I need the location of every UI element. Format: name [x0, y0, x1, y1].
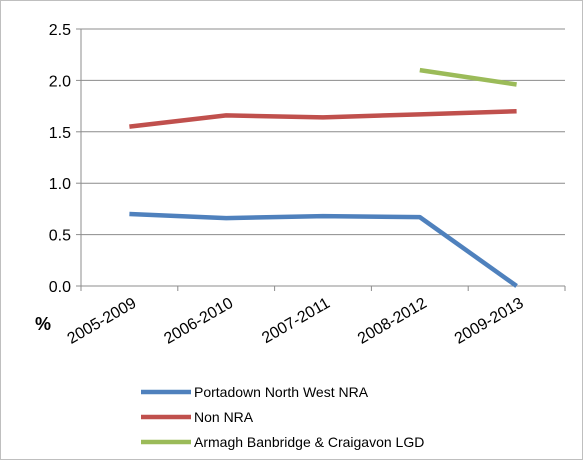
y-tick-label: 1.5	[49, 125, 71, 142]
legend: Portadown North West NRA Non NRA Armagh Ba…	[141, 384, 424, 450]
x-tick-label: 2009-2013	[452, 295, 527, 348]
legend-label: Non NRA	[194, 409, 254, 425]
unit-label: %	[35, 314, 51, 334]
y-tick-label: 1.0	[49, 176, 71, 193]
axes	[76, 28, 566, 291]
x-tick-label: 2006-2010	[161, 295, 236, 348]
y-tick-labels: 0.0 0.5 1.0 1.5 2.0 2.5	[49, 22, 71, 296]
y-tick-label: 2.5	[49, 22, 71, 39]
legend-label: Portadown North West NRA	[194, 384, 369, 400]
series-line	[129, 211, 518, 288]
gridlines	[81, 28, 565, 236]
series-line	[129, 108, 517, 129]
x-tick-labels: 2005-2009 2006-2010 2007-2011 2008-2012 2009…	[65, 295, 527, 348]
x-tick-label: 2007-2011	[259, 295, 333, 347]
series-lines	[129, 67, 518, 288]
series-line	[419, 67, 517, 87]
x-tick-label: 2005-2009	[65, 295, 140, 348]
y-tick-label: 2.0	[49, 73, 71, 90]
legend-label: Armagh Banbridge & Craigavon LGD	[194, 434, 424, 450]
y-tick-label: 0.0	[49, 279, 71, 296]
line-chart: 0.00.51.01.52.02.5 2005-2009 2006-2010 200…	[35, 22, 566, 450]
x-tick-label: 2008-2012	[355, 295, 430, 348]
y-tick-label: 0.5	[49, 228, 71, 245]
